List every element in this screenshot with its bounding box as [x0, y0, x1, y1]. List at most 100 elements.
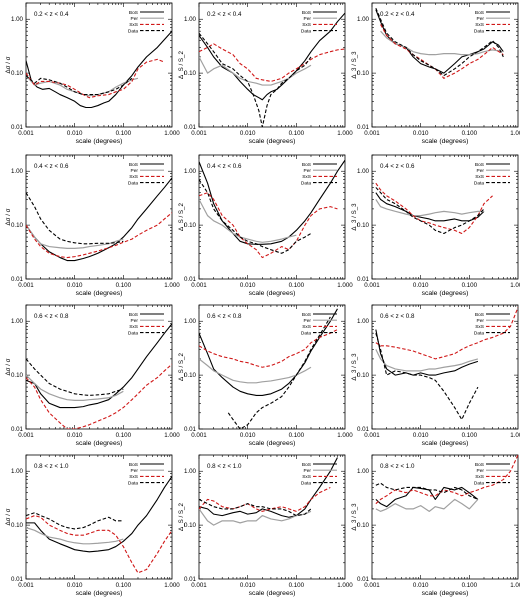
series-line-per — [375, 199, 484, 217]
legend-label: BoS — [302, 312, 311, 318]
y-axis-label: Δσ / σ — [5, 56, 12, 73]
series-line-per — [375, 349, 479, 372]
panel-r3c2: 0.001 0.010 0.100 1.000 0.01 0.10 1.00 scale (d… — [351, 454, 520, 597]
series-line-bos — [199, 308, 338, 396]
x-tick-label: 0.001 — [364, 432, 380, 439]
minor-ticks — [25, 454, 172, 580]
y-tick-label: 1.00 — [11, 168, 24, 175]
x-tick-label: 0.010 — [67, 432, 83, 439]
x-tick-label: 0.001 — [191, 582, 207, 589]
minor-ticks — [198, 304, 345, 430]
y-tick-label: 0.10 — [11, 522, 24, 529]
x-tick-label: 1.000 — [510, 130, 520, 137]
legend-label: Data — [128, 330, 138, 336]
panel-r1c0: 0.001 0.010 0.100 1.000 0.01 0.10 1.00 scale (d… — [5, 154, 180, 297]
y-tick-label: 0.01 — [184, 124, 197, 131]
panel-title: 0.6 < z < 0.8 — [380, 313, 415, 320]
legend-label: Data — [474, 480, 484, 486]
y-axis-label: Δ_3 / S_3 — [351, 203, 358, 231]
y-tick-label: 0.01 — [184, 276, 197, 283]
series-line-sxs — [199, 486, 331, 512]
series-line-data — [375, 482, 479, 500]
legend-label: Data — [128, 180, 138, 186]
plot-frame — [198, 154, 346, 280]
plot-frame — [371, 154, 519, 280]
x-tick-label: 1.000 — [164, 582, 180, 589]
legend-label: BoS — [302, 10, 311, 16]
x-tick-label: 1.000 — [337, 130, 353, 137]
x-tick-label: 1.000 — [510, 432, 520, 439]
series-group — [26, 30, 172, 109]
series-line-sxs — [199, 192, 338, 259]
y-axis-label: Δ_S / S_2 — [178, 51, 185, 79]
legend-label: SxS — [129, 22, 138, 28]
series-line-bos — [375, 192, 485, 222]
series-line-per — [199, 199, 297, 243]
legend-label: Per — [477, 16, 485, 22]
series-line-data — [375, 8, 504, 77]
x-tick-label: 0.100 — [289, 432, 305, 439]
x-axis-label: scale (degrees) — [76, 138, 123, 145]
legend-label: Data — [474, 330, 484, 336]
y-tick-label: 0.01 — [184, 426, 197, 433]
y-tick-label: 1.00 — [357, 468, 370, 475]
series-line-data — [26, 358, 124, 396]
series-group — [375, 182, 493, 235]
panel-title: 0.8 < z < 1.0 — [207, 463, 242, 470]
y-tick-label: 1.00 — [11, 318, 24, 325]
legend-label: BoS — [475, 312, 484, 318]
panel-title: 0.2 < z < 0.4 — [34, 11, 69, 18]
x-axis-label: scale (degrees) — [422, 440, 469, 447]
y-axis-label: Δσ / σ — [5, 208, 12, 225]
x-tick-label: 0.010 — [240, 582, 256, 589]
legend-label: SxS — [475, 22, 484, 28]
legend-label: Per — [131, 16, 139, 22]
y-tick-label: 1.00 — [11, 468, 24, 475]
x-axis-label: scale (degrees) — [422, 138, 469, 145]
plot-frame — [198, 304, 346, 430]
plot-frame — [371, 304, 519, 430]
y-tick-label: 0.10 — [11, 70, 24, 77]
y-axis-label: Δσ / σ — [5, 508, 12, 525]
series-line-sxs — [26, 363, 172, 429]
legend-label: Per — [304, 16, 312, 22]
panel-title: 0.2 < z < 0.4 — [380, 11, 415, 18]
series-line-bos — [26, 177, 172, 262]
y-tick-label: 0.10 — [184, 222, 197, 229]
series-line-data — [199, 179, 312, 254]
series-line-per — [26, 224, 124, 249]
panel-r1c1: 0.001 0.010 0.100 1.000 0.01 0.10 1.00 scale (d… — [178, 154, 353, 297]
legend-label: Data — [474, 28, 484, 34]
x-tick-label: 0.010 — [67, 282, 83, 289]
legend-label: BoS — [302, 162, 311, 168]
x-tick-label: 0.100 — [289, 582, 305, 589]
y-tick-label: 0.10 — [11, 372, 24, 379]
legend-label: Per — [304, 168, 312, 174]
x-tick-label: 0.100 — [462, 282, 478, 289]
series-line-data — [199, 32, 312, 127]
legend-label: Data — [301, 180, 311, 186]
series-group — [375, 307, 518, 421]
series-line-data — [26, 512, 124, 530]
x-tick-label: 1.000 — [510, 282, 520, 289]
series-line-sxs — [375, 182, 493, 235]
y-tick-label: 0.10 — [357, 70, 370, 77]
series-line-data — [375, 187, 485, 235]
x-axis-label: scale (degrees) — [422, 590, 469, 597]
x-tick-label: 0.100 — [289, 130, 305, 137]
panel-r0c2: 0.001 0.010 0.100 1.000 0.01 0.10 1.00 scale (d… — [351, 2, 520, 145]
panel-r0c1: 0.001 0.010 0.100 1.000 0.01 0.10 1.00 scale (d… — [178, 2, 353, 145]
series-group — [199, 12, 345, 127]
legend-label: Per — [477, 318, 485, 324]
series-line-per — [199, 508, 312, 526]
x-tick-label: 0.010 — [413, 130, 429, 137]
legend-label: BoS — [475, 462, 484, 468]
x-tick-label: 0.100 — [116, 432, 132, 439]
x-tick-label: 0.001 — [18, 432, 34, 439]
panel-r3c1: 0.001 0.010 0.100 1.000 0.01 0.10 1.00 scale (d… — [178, 454, 353, 597]
x-tick-label: 1.000 — [164, 130, 180, 137]
series-line-data — [375, 333, 479, 421]
